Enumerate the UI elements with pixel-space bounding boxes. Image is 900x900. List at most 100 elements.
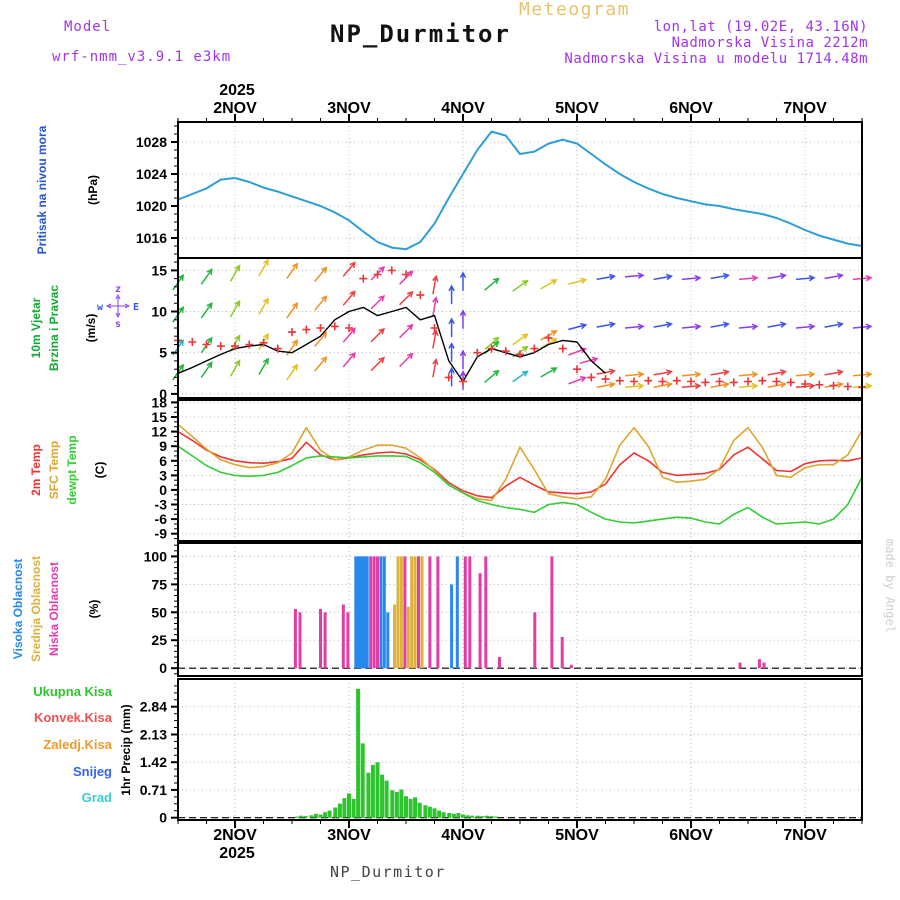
- wind-barb: [286, 301, 299, 319]
- precip-bar: [437, 810, 442, 818]
- wind-barb: [738, 323, 759, 331]
- cloud-bar-N: [550, 556, 554, 669]
- wind-barb: [710, 381, 730, 388]
- y-tick-label: -3: [155, 497, 168, 513]
- wind-barb: [432, 296, 439, 316]
- watermark: made by Angel: [883, 539, 897, 633]
- precip-bar: [390, 790, 395, 818]
- wind-barb: [432, 357, 439, 378]
- precip-bar: [417, 802, 422, 818]
- wind-unit-label: (m/s): [84, 314, 98, 343]
- y-tick-label: -9: [155, 526, 168, 542]
- x-tick-label-bottom: 6NOV: [669, 827, 713, 844]
- wind-axis-label-2: Brzina i Pravac: [47, 285, 61, 371]
- wind-barb: [596, 381, 616, 388]
- wind-barb: [512, 370, 529, 383]
- panel-frame: [177, 121, 863, 259]
- wind-barb: [767, 321, 787, 328]
- precip-zaledj-label: Zaledj.Kisa: [43, 737, 112, 752]
- lonlat-text: lon,lat (19.02E, 43.16N): [654, 19, 868, 35]
- cloud-bar-S: [393, 604, 397, 669]
- compass-bottom-label: s: [115, 319, 121, 330]
- wind-barb: [824, 321, 844, 328]
- wind-barb: [824, 369, 844, 376]
- page-title: NP_Durmitor: [330, 20, 511, 48]
- precip-unit-label: 1hr Precip (mm): [119, 704, 133, 795]
- top-axis-year: 2025: [219, 82, 255, 99]
- compass-right-label: E: [133, 302, 139, 313]
- y-tick-label: 5: [159, 345, 167, 361]
- cloud-bar-N: [560, 636, 564, 669]
- wind-barb: [342, 261, 356, 277]
- wind-barb: [624, 272, 645, 279]
- y-tick-label: 0: [159, 660, 167, 676]
- panel-frame: [177, 542, 863, 677]
- cloud-visoka-label: Visoka Oblacnost: [11, 559, 25, 659]
- cloud-bar-N: [484, 556, 488, 669]
- footer-title: NP_Durmitor: [330, 863, 446, 881]
- x-tick-label-top: 5NOV: [555, 100, 599, 117]
- precip-bar: [342, 798, 347, 818]
- precip-bar: [323, 812, 328, 818]
- cloud-bar-N: [757, 659, 761, 669]
- SFC Temp-line: [177, 423, 863, 502]
- y-tick-label: 25: [151, 632, 167, 648]
- temp-2m-label: 2m Temp: [29, 444, 43, 496]
- wind-barb: [459, 309, 467, 329]
- wind-barb: [200, 361, 213, 378]
- compass-left-label: w: [97, 302, 104, 313]
- wind-barb: [342, 351, 356, 368]
- wind-barb: [432, 274, 439, 295]
- cloud-bar-S: [413, 556, 417, 669]
- wind-barb: [795, 371, 816, 378]
- y-tick-label: 2.13: [140, 727, 167, 743]
- cloud-bar-N: [738, 662, 742, 669]
- cloud-bar-N: [762, 662, 766, 669]
- wind-barb: [512, 279, 529, 292]
- wind-barb: [710, 369, 730, 376]
- wind-barb: [738, 371, 759, 378]
- wind-barb: [795, 323, 816, 331]
- wind-barb: [286, 262, 299, 280]
- cloud-bar-S: [399, 556, 403, 669]
- precip-bar: [366, 772, 371, 818]
- precip-bar: [447, 813, 452, 818]
- precip-bar: [480, 816, 485, 818]
- cloud-bar-N: [463, 556, 467, 669]
- precip-bar: [399, 789, 404, 818]
- y-tick-label: -6: [155, 511, 168, 527]
- precip-konvek-label: Konvek.Kisa: [34, 710, 113, 725]
- wind-barb: [258, 357, 269, 375]
- precip-bar: [380, 774, 385, 818]
- y-tick-label: 6: [159, 453, 167, 469]
- precip-bar: [423, 805, 428, 818]
- meteogram-header: Meteogram: [519, 0, 630, 20]
- model-version: wrf-nmm_v3.9.1 e3km: [52, 49, 231, 65]
- cloud-bar-N: [293, 608, 297, 669]
- precip-bar: [404, 796, 408, 818]
- wind-barb: [314, 266, 328, 282]
- wind-barb: [370, 356, 386, 372]
- y-tick-label: 0: [159, 810, 167, 826]
- x-tick-label-bottom: 2NOV: [213, 827, 257, 844]
- model-label: Model: [64, 19, 111, 35]
- y-tick-label: 1020: [136, 198, 167, 214]
- precip-bar: [470, 815, 475, 818]
- cloud-bar-N: [498, 657, 501, 669]
- y-tick-label: 2.84: [140, 699, 167, 715]
- cloud-bar-N: [341, 604, 345, 669]
- x-tick-label-bottom: 5NOV: [555, 827, 599, 844]
- wind-barb: [258, 297, 269, 315]
- cloud-bar-V: [455, 556, 459, 669]
- precip-bar: [313, 813, 318, 818]
- wind-barb: [596, 321, 616, 328]
- cloud-bar-S: [396, 556, 400, 669]
- precip-bar: [356, 688, 361, 818]
- precip-bar: [465, 815, 470, 818]
- temp-sfc-label: SFC Temp: [47, 441, 61, 499]
- wind-barb: [342, 290, 356, 306]
- cloud-bar-N: [478, 573, 482, 669]
- panel-frame: [177, 678, 863, 821]
- wind-barb: [624, 371, 645, 378]
